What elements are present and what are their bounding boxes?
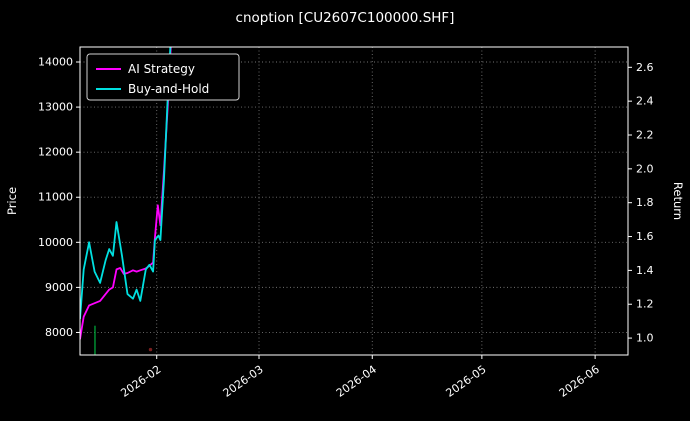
x-tick-label: 2026-04 xyxy=(334,363,379,400)
legend-label: AI Strategy xyxy=(128,62,195,76)
plot-border xyxy=(79,46,629,356)
x-tick-label: 2026-03 xyxy=(221,363,266,400)
y-tick-label-left: 11000 xyxy=(38,191,73,204)
y-tick-label-left: 9000 xyxy=(45,281,73,294)
legend-label: Buy-and-Hold xyxy=(128,82,209,96)
legend-box xyxy=(86,53,240,101)
x-tick-label: 2026-05 xyxy=(443,363,488,400)
y-tick-label-left: 12000 xyxy=(38,146,73,159)
red-dot-marker xyxy=(148,347,153,352)
x-tick-label: 2026-02 xyxy=(118,363,163,400)
y-tick-label-left: 8000 xyxy=(45,326,73,339)
series-line-buy-and-hold xyxy=(80,47,172,319)
y-tick-label-right: 2.0 xyxy=(636,162,654,175)
y-tick-label-right: 1.2 xyxy=(636,298,654,311)
chart-title: cnoption [CU2607C100000.SHF] xyxy=(236,10,455,26)
series-line-ai-strategy xyxy=(80,47,172,340)
y-tick-label-right: 1.8 xyxy=(636,196,654,209)
y-tick-label-right: 1.0 xyxy=(636,332,654,345)
y-tick-label-left: 10000 xyxy=(38,236,73,249)
plot-area: 8000 9000 10000 11000 12000 13000 14000 1.0 1.2 1… xyxy=(38,46,654,400)
y-tick-label-right: 1.6 xyxy=(636,230,654,243)
x-tick-label: 2026-06 xyxy=(557,363,602,400)
y-axis-label-right: Return xyxy=(671,182,685,220)
y-axis-label-left: Price xyxy=(5,187,19,215)
y-tick-label-right: 1.4 xyxy=(636,264,654,277)
y-tick-label-right: 2.2 xyxy=(636,129,654,142)
legend: AI Strategy Buy-and-Hold xyxy=(86,53,240,101)
y-tick-label-right: 2.4 xyxy=(636,95,654,108)
y-tick-label-left: 14000 xyxy=(38,56,73,69)
y-tick-label-right: 2.6 xyxy=(636,61,654,74)
y-tick-label-left: 13000 xyxy=(38,101,73,114)
